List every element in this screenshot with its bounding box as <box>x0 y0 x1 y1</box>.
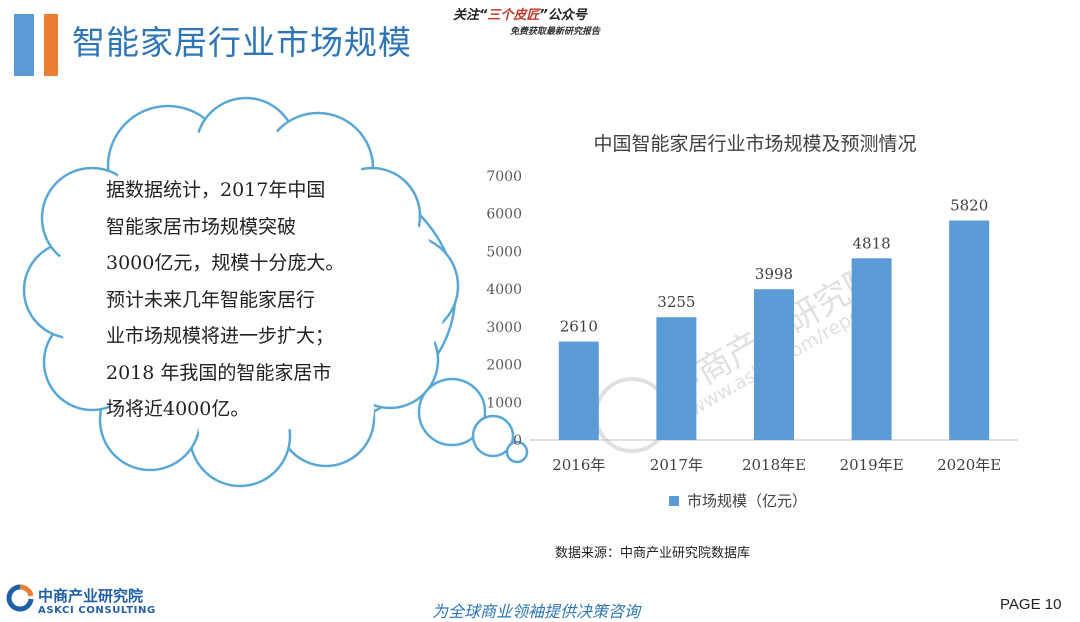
bubble-line: 业市场规模将进一步扩大； <box>106 325 335 347</box>
logo-cn-name: 中商产业研究院 <box>38 587 144 605</box>
chart-title: 中国智能家居行业市场规模及预测情况 <box>593 133 916 155</box>
promo-subline: 免费获取最新研究报告 <box>510 27 601 37</box>
y-tick-label: 5000 <box>486 244 522 260</box>
promo-prefix: 关注“ <box>453 8 488 23</box>
bar-value-label: 4818 <box>853 234 891 252</box>
y-tick-label: 4000 <box>486 282 522 298</box>
x-tick-label: 2018年E <box>742 456 806 474</box>
x-tick-label: 2020年E <box>937 456 1001 474</box>
bubble-line: 3000亿元，规模十分庞大。 <box>106 252 345 274</box>
x-tick-label: 2019年E <box>840 456 904 474</box>
logo-en-name: ASKCI CONSULTING <box>38 605 156 616</box>
bar <box>656 317 697 440</box>
promo-banner: 关注“三个皮匠”公众号 <box>453 4 587 23</box>
bubble-line: 智能家居市场规模突破 <box>106 215 297 238</box>
y-tick-label: 0 <box>513 433 522 449</box>
bar-value-label: 3998 <box>755 265 793 283</box>
title-accent-bar-orange <box>44 14 58 76</box>
bar <box>754 289 794 440</box>
bubble-text: 据数据统计，2017年中国 智能家居市场规模突破 3000亿元，规模十分庞大。 … <box>106 172 396 428</box>
askci-logo-icon <box>6 584 34 612</box>
bar-value-label: 3255 <box>657 293 695 311</box>
bubble-line: 据数据统计，2017年中国 <box>106 179 326 201</box>
bar-value-label: 5820 <box>950 197 988 215</box>
page-title: 智能家居行业市场规模 <box>72 23 412 62</box>
title-accent-bar-blue <box>14 14 34 76</box>
y-tick-label: 2000 <box>486 358 522 374</box>
bar <box>949 220 990 440</box>
promo-highlight: 三个皮匠 <box>487 8 540 23</box>
x-tick-label: 2016年 <box>552 456 605 474</box>
watermark: 中商产业研究院 www.askci.com/reports/ <box>594 256 893 453</box>
promo-suffix: ”公众号 <box>539 8 587 23</box>
y-tick-label: 6000 <box>486 207 522 223</box>
legend-swatch <box>669 496 679 506</box>
y-tick-label: 3000 <box>486 320 522 336</box>
bubble-line: 2018 年我国的智能家居市 <box>106 361 332 384</box>
bar <box>558 341 599 440</box>
page-number: PAGE 10 <box>1000 596 1062 613</box>
bubble-line: 场将近4000亿。 <box>106 398 250 420</box>
legend-label: 市场规模（亿元） <box>687 492 807 510</box>
bar-value-label: 2610 <box>560 318 598 336</box>
bar <box>851 258 892 440</box>
data-source: 数据来源：中商产业研究院数据库 <box>555 546 751 561</box>
y-tick-label: 1000 <box>486 395 522 411</box>
y-tick-label: 7000 <box>486 169 522 185</box>
bubble-line: 预计未来几年智能家居行 <box>106 288 316 311</box>
x-tick-label: 2017年 <box>650 456 703 474</box>
footer-slogan: 为全球商业领袖提供决策咨询 <box>432 602 641 621</box>
